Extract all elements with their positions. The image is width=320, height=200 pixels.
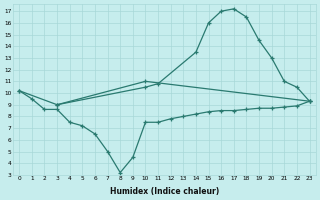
X-axis label: Humidex (Indice chaleur): Humidex (Indice chaleur) (110, 187, 219, 196)
